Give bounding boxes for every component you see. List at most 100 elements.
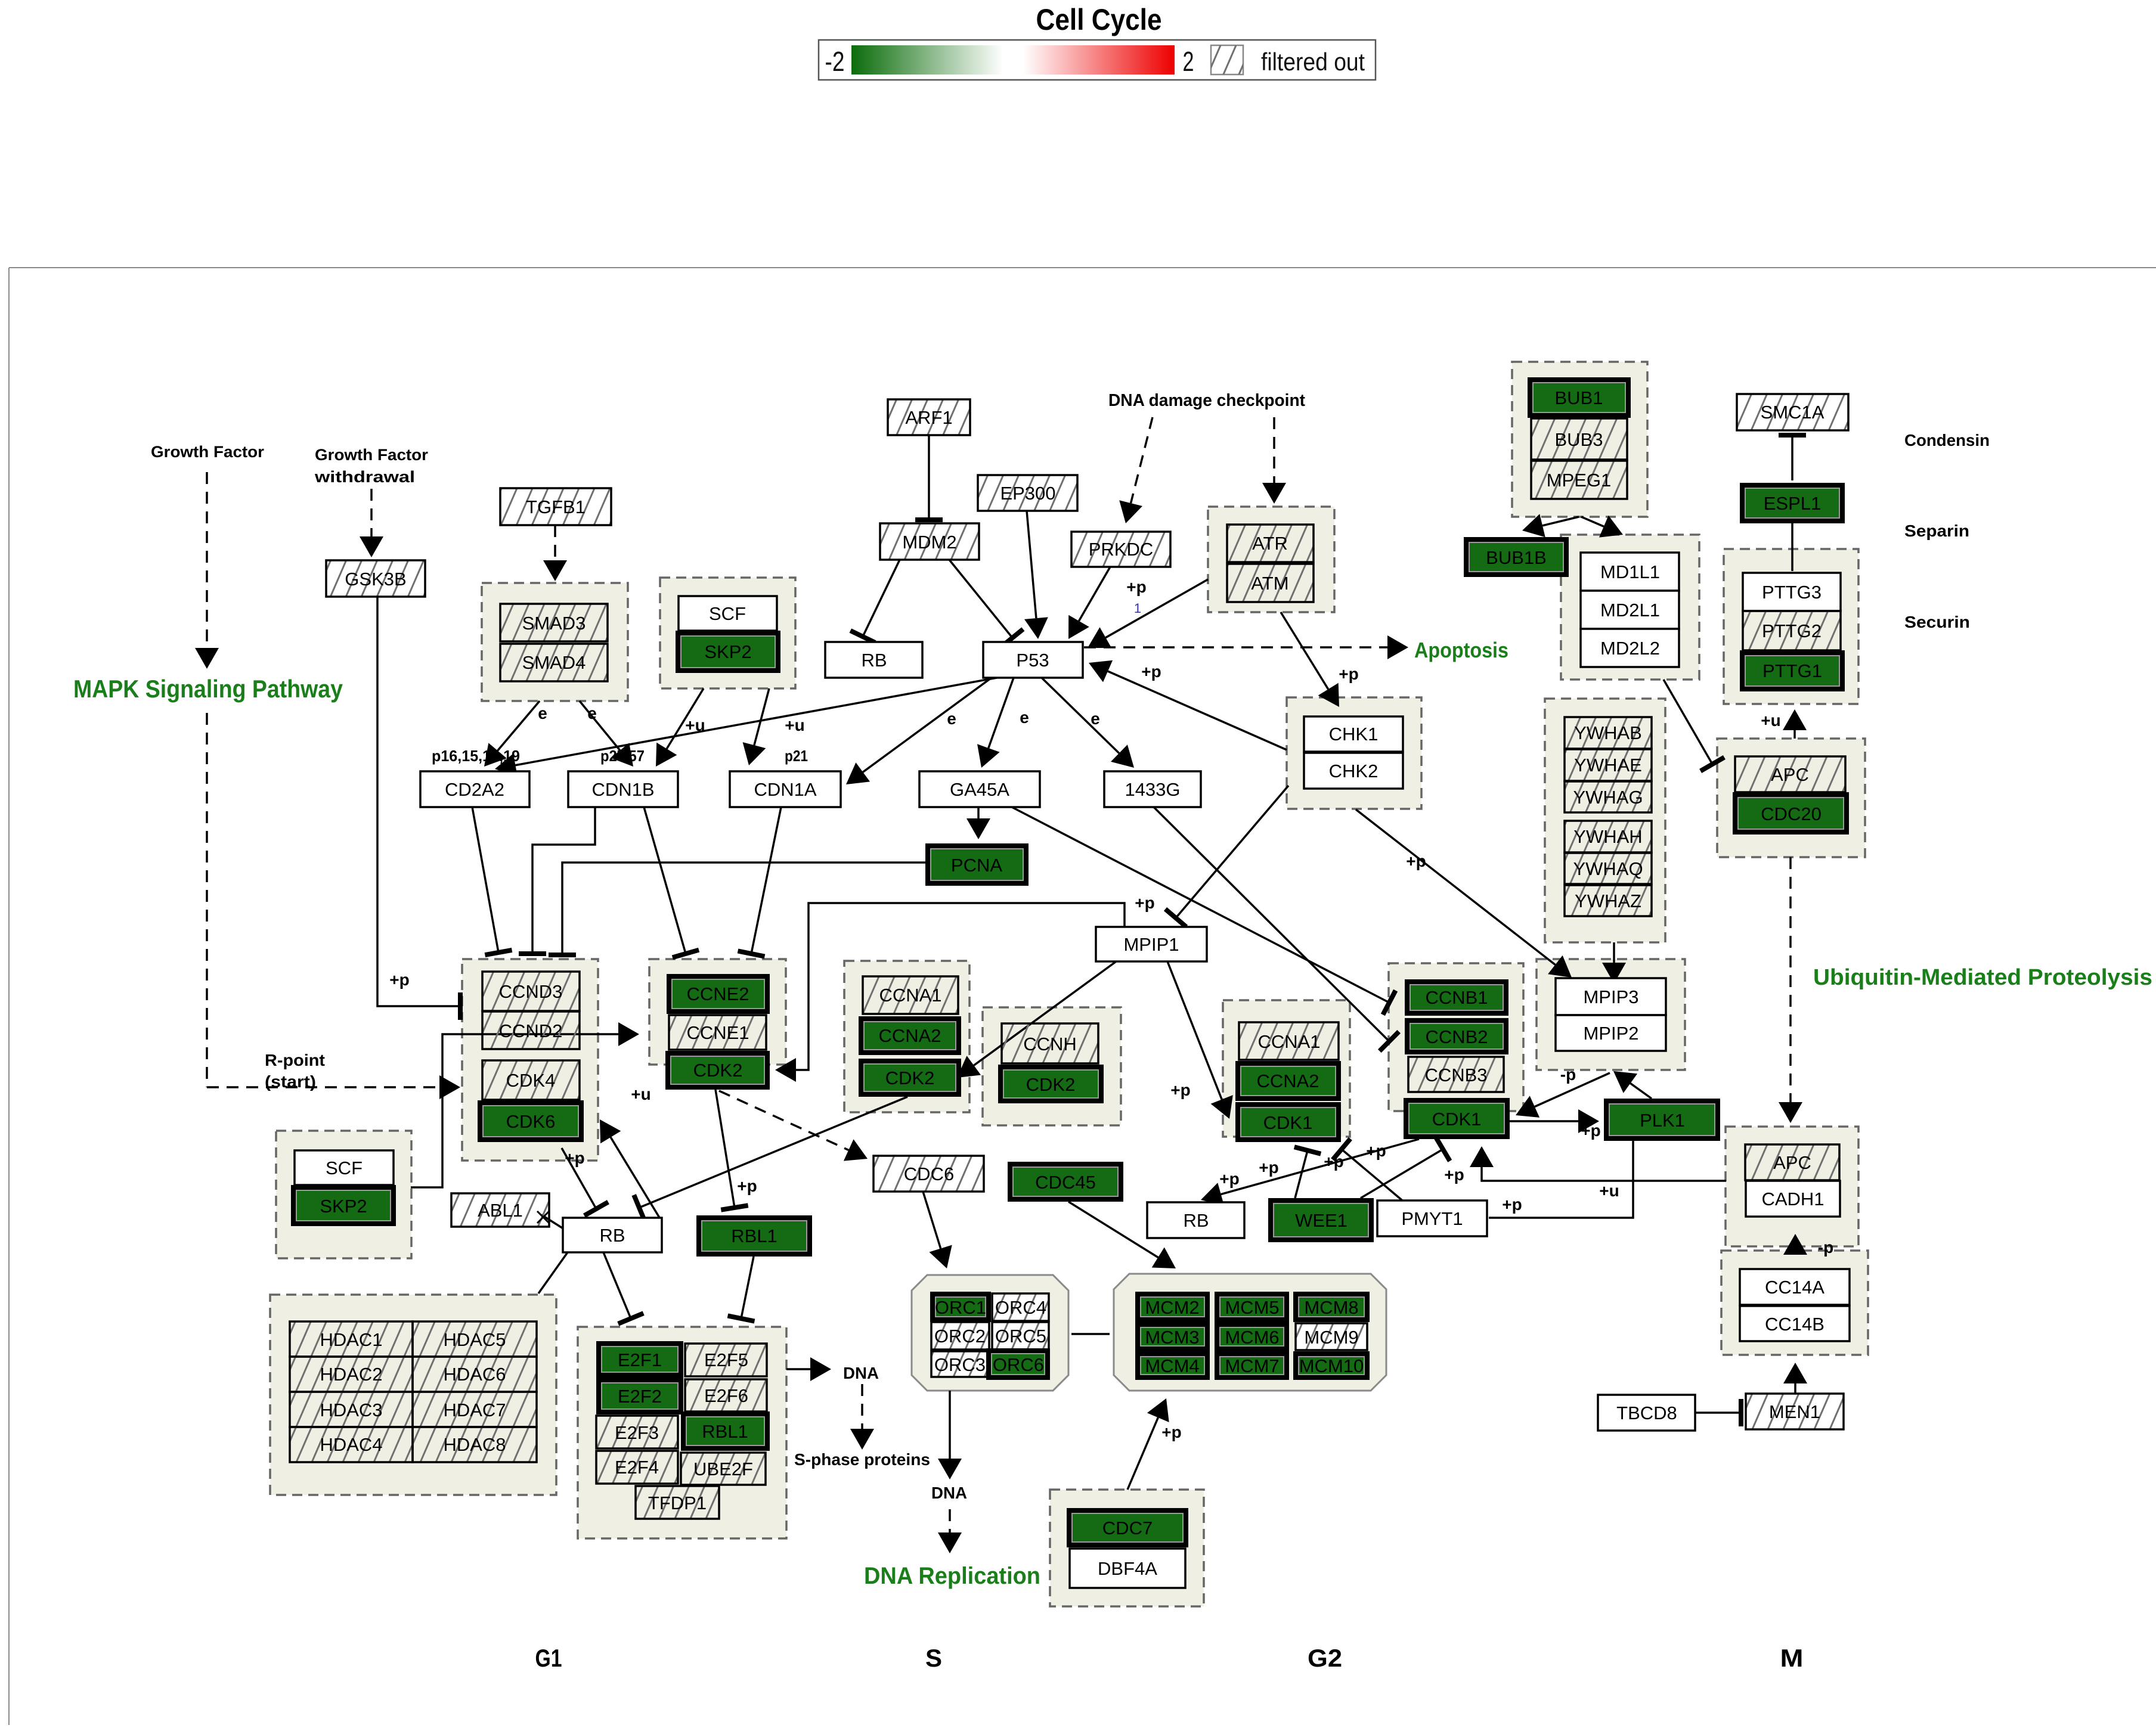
svg-text:CCNA2: CCNA2	[878, 1025, 941, 1046]
svg-text:p27,57: p27,57	[600, 747, 645, 765]
svg-text:YWHAH: YWHAH	[1573, 826, 1642, 847]
svg-text:RBL1: RBL1	[731, 1226, 777, 1246]
svg-text:EP300: EP300	[1000, 483, 1055, 504]
svg-text:+u: +u	[1761, 711, 1780, 730]
svg-text:G2: G2	[1308, 1644, 1342, 1672]
svg-text:CHK2: CHK2	[1329, 761, 1379, 781]
svg-text:MCM8: MCM8	[1304, 1297, 1358, 1318]
svg-text:MCM2: MCM2	[1145, 1297, 1199, 1318]
svg-text:HDAC7: HDAC7	[443, 1400, 506, 1420]
svg-text:TBCD8: TBCD8	[1616, 1403, 1677, 1423]
svg-text:CHK1: CHK1	[1329, 724, 1379, 744]
svg-text:CDC20: CDC20	[1761, 803, 1822, 824]
svg-text:PRKDC: PRKDC	[1089, 539, 1154, 560]
svg-text:MPEG1: MPEG1	[1547, 470, 1612, 491]
svg-text:RB: RB	[1183, 1210, 1209, 1231]
svg-text:MCM7: MCM7	[1225, 1355, 1279, 1376]
svg-text:MD2L1: MD2L1	[1600, 600, 1660, 621]
svg-text:PLK1: PLK1	[1640, 1110, 1685, 1131]
svg-text:MAPK Signaling Pathway: MAPK Signaling Pathway	[73, 675, 343, 703]
svg-text:SKP2: SKP2	[320, 1196, 367, 1217]
svg-text:Growth Factor: Growth Factor	[315, 446, 428, 464]
svg-text:ORC2: ORC2	[934, 1326, 986, 1347]
svg-text:withdrawal: withdrawal	[314, 468, 415, 486]
svg-text:G1: G1	[535, 1644, 562, 1672]
svg-text:filtered out: filtered out	[1261, 48, 1365, 76]
svg-text:ESPL1: ESPL1	[1764, 493, 1822, 514]
svg-text:e: e	[1020, 708, 1029, 727]
svg-text:SKP2: SKP2	[704, 641, 751, 662]
svg-text:SMAD4: SMAD4	[522, 652, 586, 673]
svg-text:HDAC4: HDAC4	[320, 1434, 382, 1455]
svg-text:Apoptosis: Apoptosis	[1414, 638, 1508, 662]
svg-text:PTTG2: PTTG2	[1762, 621, 1822, 641]
svg-text:+p: +p	[1170, 1081, 1190, 1099]
svg-text:CDC45: CDC45	[1035, 1172, 1096, 1193]
svg-text:CDC6: CDC6	[904, 1164, 954, 1184]
svg-text:+p: +p	[1219, 1169, 1239, 1188]
svg-text:+u: +u	[785, 716, 804, 734]
svg-text:1: 1	[1134, 601, 1141, 616]
svg-text:DNA damage checkpoint: DNA damage checkpoint	[1108, 391, 1305, 410]
svg-text:BUB1: BUB1	[1555, 387, 1603, 408]
svg-text:CCNH: CCNH	[1023, 1034, 1077, 1054]
svg-text:CDN1A: CDN1A	[754, 779, 816, 800]
svg-text:CCND3: CCND3	[499, 981, 563, 1002]
svg-text:+p: +p	[1339, 665, 1358, 683]
svg-text:MCM10: MCM10	[1299, 1355, 1364, 1376]
svg-text:HDAC2: HDAC2	[320, 1364, 382, 1385]
svg-text:M: M	[1780, 1644, 1804, 1672]
svg-text:CADH1: CADH1	[1761, 1189, 1824, 1209]
svg-text:SCF: SCF	[326, 1158, 363, 1178]
svg-text:CDC7: CDC7	[1102, 1518, 1153, 1538]
svg-text:APC: APC	[1773, 1152, 1811, 1173]
svg-text:+p: +p	[737, 1177, 757, 1195]
svg-text:+p: +p	[389, 970, 409, 989]
svg-text:CCNA2: CCNA2	[1256, 1071, 1319, 1091]
svg-text:E2F4: E2F4	[615, 1457, 659, 1478]
svg-text:PTTG1: PTTG1	[1762, 660, 1822, 681]
svg-text:DNA: DNA	[843, 1364, 879, 1382]
svg-text:MPIP3: MPIP3	[1583, 986, 1638, 1007]
svg-text:R-point: R-point	[265, 1051, 325, 1069]
svg-text:ORC1: ORC1	[935, 1297, 986, 1318]
svg-text:YWHAG: YWHAG	[1573, 787, 1643, 808]
svg-text:TFDP1: TFDP1	[648, 1493, 707, 1513]
svg-text:E2F1: E2F1	[618, 1349, 662, 1370]
svg-text:HDAC3: HDAC3	[320, 1400, 382, 1420]
svg-text:BUB3: BUB3	[1555, 429, 1603, 450]
svg-text:E2F6: E2F6	[704, 1385, 748, 1406]
svg-text:Securin: Securin	[1904, 613, 1970, 631]
svg-text:RB: RB	[599, 1225, 625, 1246]
svg-text:TGFB1: TGFB1	[526, 497, 586, 517]
svg-text:+p: +p	[1444, 1165, 1464, 1184]
svg-text:YWHAE: YWHAE	[1574, 755, 1642, 775]
svg-text:Separin: Separin	[1904, 522, 1969, 540]
svg-text:APC: APC	[1771, 764, 1809, 785]
svg-text:MD2L2: MD2L2	[1600, 638, 1660, 659]
svg-text:E2F3: E2F3	[615, 1422, 659, 1443]
svg-text:DBF4A: DBF4A	[1098, 1558, 1157, 1579]
svg-text:MCM3: MCM3	[1145, 1327, 1199, 1348]
svg-text:CCNE1: CCNE1	[686, 1022, 749, 1043]
svg-text:HDAC5: HDAC5	[443, 1329, 506, 1350]
svg-text:CCNB1: CCNB1	[1425, 987, 1488, 1008]
svg-text:E2F2: E2F2	[618, 1386, 662, 1407]
svg-text:CCNE2: CCNE2	[686, 984, 749, 1004]
svg-text:+p: +p	[1259, 1158, 1278, 1177]
svg-text:CC14B: CC14B	[1765, 1314, 1824, 1335]
svg-text:S: S	[925, 1644, 942, 1672]
svg-text:+p: +p	[1141, 662, 1161, 681]
svg-text:p16,15,18,19: p16,15,18,19	[432, 747, 520, 765]
svg-text:PCNA: PCNA	[951, 855, 1002, 876]
svg-text:YWHAQ: YWHAQ	[1573, 858, 1643, 879]
svg-text:CDK2: CDK2	[885, 1068, 935, 1088]
svg-text:+p: +p	[1126, 578, 1146, 596]
svg-text:CC14A: CC14A	[1765, 1277, 1824, 1298]
svg-text:Cell Cycle: Cell Cycle	[1036, 3, 1162, 36]
svg-text:p21: p21	[785, 747, 808, 765]
svg-text:SMAD3: SMAD3	[522, 613, 586, 634]
svg-text:+p: +p	[1324, 1152, 1343, 1171]
svg-text:CCNA1: CCNA1	[879, 985, 941, 1006]
svg-text:ORC4: ORC4	[995, 1297, 1046, 1318]
